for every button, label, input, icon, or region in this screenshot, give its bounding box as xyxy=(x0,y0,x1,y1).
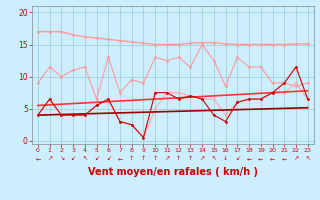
X-axis label: Vent moyen/en rafales ( km/h ): Vent moyen/en rafales ( km/h ) xyxy=(88,167,258,177)
